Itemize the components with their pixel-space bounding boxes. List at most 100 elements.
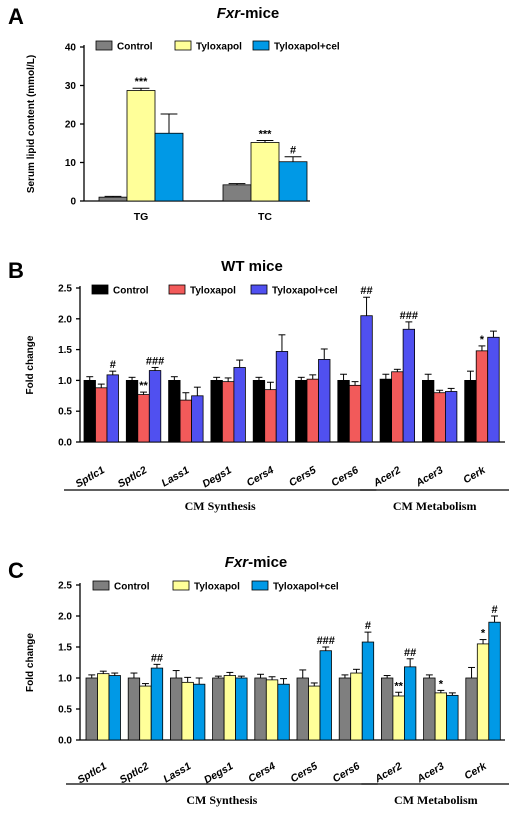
bar [434, 692, 448, 741]
legend-label: Tyloxapol+cel [274, 42, 340, 53]
y-tick-label: 10 [65, 158, 77, 169]
bar [137, 394, 150, 443]
y-tick-label: 1.0 [58, 674, 72, 685]
bar [318, 359, 331, 443]
x-category-label: Acer2 [372, 760, 404, 786]
x-category-label: Degs1 [200, 464, 233, 490]
significance-mark: # [290, 145, 296, 157]
x-category-label: Acer2 [371, 464, 403, 490]
bar [433, 392, 446, 443]
chart-title: WT mice [221, 258, 283, 275]
legend-label: Tyloxapol [190, 286, 236, 297]
bar [168, 379, 181, 443]
bar [264, 389, 277, 443]
x-category-label: Lass1 [161, 760, 193, 785]
legend-label: Tyloxapol [194, 582, 240, 593]
bar [223, 675, 237, 741]
x-category-label: Acer3 [413, 464, 445, 490]
panel-letter: C [8, 558, 24, 583]
y-tick-label: 2.0 [58, 314, 72, 325]
bar [179, 399, 193, 443]
x-category-label: Degs1 [202, 760, 235, 786]
y-tick-label: 30 [65, 81, 77, 92]
y-tick-label: 0.0 [58, 736, 72, 747]
significance-mark: ## [151, 652, 163, 664]
y-tick-label: 20 [65, 120, 77, 131]
legend-swatch [250, 284, 268, 295]
bar [476, 643, 490, 741]
x-category-label: TG [134, 211, 149, 223]
bar [403, 666, 417, 741]
x-category-label: Cers4 [246, 760, 277, 785]
chart-title-italic: Fxr [217, 5, 242, 22]
y-tick-label: 2.5 [58, 284, 72, 295]
bar [350, 672, 363, 741]
y-tick-label: 0.5 [58, 705, 72, 716]
legend-swatch [252, 40, 270, 51]
y-tick-label: 0.5 [58, 407, 72, 418]
y-tick-label: 2.0 [58, 612, 72, 623]
significance-mark: *** [259, 129, 273, 141]
legend-label: Control [113, 286, 149, 297]
chart-title-text: -mice [240, 5, 279, 22]
x-category-label: Cers6 [329, 464, 360, 489]
significance-mark: # [110, 359, 116, 371]
legend-swatch [251, 580, 269, 591]
bar [379, 378, 393, 443]
chart-title-italic: Fxr [225, 554, 250, 571]
x-category-label: Cerk [462, 760, 489, 783]
bar [295, 379, 308, 443]
bar [221, 381, 235, 443]
bar [277, 683, 290, 741]
y-axis-label: Serum lipid content (mmol/L) [26, 55, 37, 193]
significance-mark: ### [317, 635, 335, 647]
significance-mark: ** [139, 380, 148, 392]
legend-swatch [172, 580, 190, 591]
chart-title: Fxr-mice [225, 554, 288, 571]
legend-swatch [91, 284, 109, 295]
bar [98, 196, 128, 202]
bar [360, 315, 373, 443]
y-axis-label: Fold change [25, 335, 36, 394]
bar [252, 379, 266, 443]
legend-label: Control [114, 582, 150, 593]
bar [210, 379, 223, 443]
bar [85, 677, 98, 741]
y-tick-label: 0.0 [58, 438, 72, 449]
x-category-label: Lass1 [160, 464, 192, 489]
legend-swatch [174, 40, 192, 51]
panel-b: B WT mice 0.0 0.5 1.0 1.5 2.0 2.5 Fold change Con… [8, 258, 509, 513]
bar [348, 384, 362, 443]
bar [265, 679, 279, 741]
bar [150, 667, 164, 741]
bar [127, 677, 141, 741]
bar [338, 677, 352, 741]
bar [278, 161, 308, 202]
x-category-label: Cerk [461, 464, 488, 487]
bar [361, 641, 375, 741]
bar [275, 351, 289, 443]
bar [337, 379, 350, 443]
bar [380, 677, 394, 741]
y-tick-label: 2.5 [58, 581, 72, 592]
x-category-label: Acer3 [414, 760, 446, 786]
y-axis-label: Fold change [25, 633, 36, 692]
significance-mark: * [480, 334, 485, 346]
bar [95, 387, 108, 443]
significance-mark: *** [135, 76, 149, 88]
bar [487, 336, 500, 443]
significance-mark: # [491, 604, 497, 616]
bar [192, 683, 206, 741]
group-label: CM Synthesis [186, 793, 257, 807]
significance-mark: ### [400, 310, 418, 322]
bar [222, 184, 252, 202]
chart-title: Fxr-mice [217, 5, 280, 22]
group-label: CM Metabolism [394, 793, 478, 807]
bar [212, 677, 225, 741]
bar [83, 379, 96, 443]
bar [446, 694, 459, 741]
bar [296, 677, 309, 741]
x-category-label: Sptlc1 [73, 464, 106, 490]
legend-label: Tyloxapol+cel [272, 286, 338, 297]
x-category-label: Cers5 [288, 760, 319, 785]
